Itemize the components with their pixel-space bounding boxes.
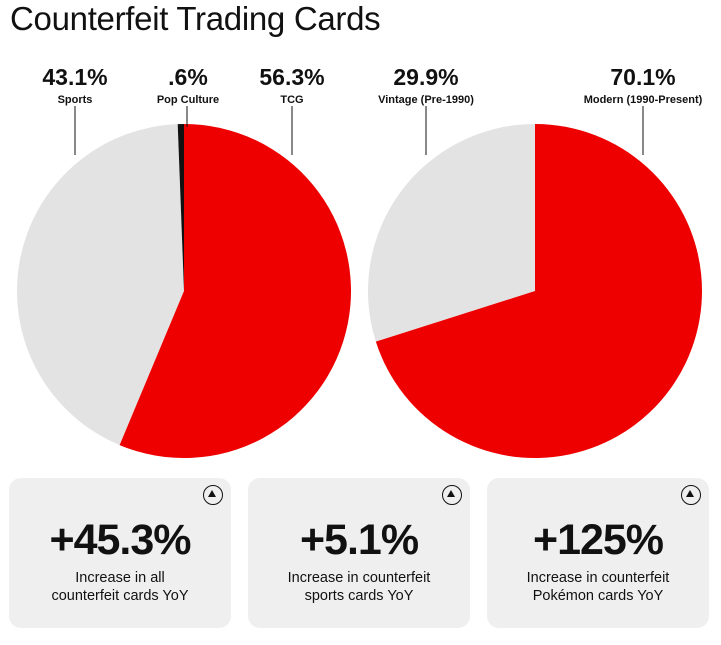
slice-category-label: Vintage (Pre-1990) bbox=[378, 94, 474, 106]
stat-description-line: Increase in all bbox=[75, 570, 165, 586]
pie-slice-sports bbox=[16, 124, 185, 446]
stat-description: Increase in counterfeit sports cards YoY bbox=[262, 569, 456, 605]
slice-value-label: 43.1% bbox=[42, 64, 107, 90]
stat-description: Increase in all counterfeit cards YoY bbox=[23, 569, 217, 605]
arrow-up-circle-icon bbox=[203, 485, 223, 505]
slice-category-label: Sports bbox=[58, 94, 93, 106]
pie-charts: 43.1% Sports .6% Pop Culture 56.3% TCG 29.9% Vi… bbox=[16, 64, 703, 459]
page-title: Counterfeit Trading Cards bbox=[10, 0, 381, 37]
slice-value-label: 29.9% bbox=[393, 64, 458, 90]
stat-description: Increase in counterfeit Pokémon cards Yo… bbox=[501, 569, 695, 605]
pie-slice-pop-culture bbox=[177, 124, 184, 291]
pie-slice-modern-1990-present bbox=[375, 124, 702, 459]
slice-value-label: 56.3% bbox=[259, 64, 324, 90]
slice-category-label: Pop Culture bbox=[157, 94, 219, 106]
stat-value: +125% bbox=[532, 516, 664, 564]
stat-value: +5.1% bbox=[299, 516, 419, 564]
stat-card-pokemon: +125% Increase in counterfeit Pokémon ca… bbox=[487, 478, 709, 628]
slice-category-label: Modern (1990-Present) bbox=[584, 94, 703, 106]
slice-category-label: TCG bbox=[280, 94, 303, 106]
arrow-up-circle-icon bbox=[442, 485, 462, 505]
stat-description-line: counterfeit cards YoY bbox=[51, 588, 189, 604]
stat-value: +45.3% bbox=[49, 516, 191, 564]
slice-value-label: .6% bbox=[168, 64, 208, 90]
stat-description-line: sports cards YoY bbox=[304, 588, 414, 604]
pie-chart-1: 43.1% Sports .6% Pop Culture 56.3% TCG bbox=[16, 64, 351, 458]
pie-slice-tcg bbox=[119, 124, 351, 458]
pie-slice-vintage-pre-1990 bbox=[367, 124, 535, 342]
stat-card-all: +45.3% Increase in all counterfeit cards… bbox=[9, 478, 231, 628]
stat-description-line: Pokémon cards YoY bbox=[532, 588, 664, 604]
pie-chart-2: 29.9% Vintage (Pre-1990) 70.1% Modern (1990… bbox=[367, 64, 703, 459]
arrow-up-circle-icon bbox=[681, 485, 701, 505]
stat-card-sports: +5.1% Increase in counterfeit sports car… bbox=[248, 478, 470, 628]
slice-value-label: 70.1% bbox=[610, 64, 675, 90]
stat-description-line: Increase in counterfeit bbox=[526, 570, 670, 586]
stat-description-line: Increase in counterfeit bbox=[287, 570, 431, 586]
